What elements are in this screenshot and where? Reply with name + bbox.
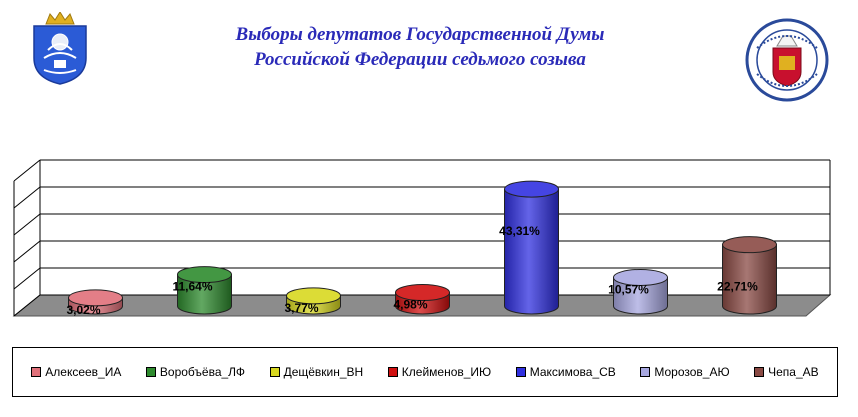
legend-label: Морозов_АЮ (654, 365, 730, 379)
title-line-1: Выборы депутатов Государственной Думы (235, 24, 605, 45)
bar-Морозов_АЮ (613, 268, 668, 315)
legend-swatch (31, 367, 42, 377)
value-label: 4,98% (393, 298, 427, 312)
legend-label: Чепа_АВ (768, 365, 819, 379)
legend-swatch (387, 367, 398, 377)
legend-swatch (754, 367, 765, 377)
side-gridline (13, 186, 41, 209)
bar-Воробъёва_ЛФ (177, 266, 232, 315)
bar-top (177, 266, 232, 284)
bar-body (613, 276, 668, 315)
chart-value-labels: 3,02% 11,64% 3,77% 4,98% 43,31% 10,57% 22,71% (66, 224, 758, 317)
legend-item: Воробъёва_ЛФ (145, 365, 246, 379)
side-gridline (13, 213, 41, 236)
legend-label: Максимова_СВ (529, 365, 616, 379)
chart-legend: Алексеев_ИА Воробъёва_ЛФ Дещёвкин_ВН Клейме… (12, 347, 838, 397)
bar-Дещёвкин_ВН (286, 287, 341, 315)
legend-item: Дещёвкин_ВН (269, 365, 364, 379)
legend-item: Морозов_АЮ (640, 365, 730, 379)
bar-body (722, 244, 777, 315)
legend-item: Чепа_АВ (754, 365, 819, 379)
coat-of-arms-icon (33, 12, 87, 85)
legend-label: Воробъёва_ЛФ (159, 365, 246, 379)
bar-top (722, 236, 777, 254)
legend-item: Алексеев_ИА (31, 365, 121, 379)
legend-label: Дещёвкин_ВН (283, 365, 364, 379)
legend-label: Алексеев_ИА (45, 365, 122, 379)
bar-body (504, 188, 559, 315)
chart-area: 3,02% 11,64% 3,77% 4,98% 43,31% 10,57% 22,71% (12, 159, 832, 317)
bar-top (504, 180, 559, 198)
value-label: 10,57% (608, 282, 649, 296)
bar-Максимова_СВ (504, 180, 559, 315)
bar-Клейменов_ИЮ (395, 284, 450, 315)
value-label: 11,64% (172, 280, 212, 294)
side-gridline (13, 294, 41, 317)
election-commission-seal-icon (745, 18, 829, 102)
value-label: 3,02% (66, 303, 100, 317)
bar-top (286, 287, 341, 305)
bar-top (395, 284, 450, 302)
side-gridline (13, 159, 41, 182)
value-label: 43,31% (499, 224, 540, 238)
title-line-2: Российской Федерации седьмого созыва (254, 49, 586, 70)
legend-item: Клейменов_ИЮ (387, 365, 492, 379)
side-gridline (13, 240, 41, 263)
bar-top (613, 268, 668, 286)
legend-swatch (640, 367, 651, 377)
page-title: Выборы депутатов Государственной Думы Ро… (160, 22, 680, 72)
bar-Алексеев_ИА (68, 289, 123, 315)
legend-label: Клейменов_ИЮ (401, 365, 492, 379)
legend-swatch (145, 367, 156, 377)
value-label: 3,77% (284, 301, 318, 315)
bar-Чепа_АВ (722, 236, 777, 315)
legend-swatch (515, 367, 526, 377)
bar-top (68, 289, 123, 307)
legend-item: Максимова_СВ (515, 365, 616, 379)
value-label: 22,71% (717, 280, 758, 294)
side-gridline (13, 267, 41, 290)
legend-swatch (269, 367, 280, 377)
chart-bars (68, 180, 777, 315)
bar-body (177, 274, 232, 315)
